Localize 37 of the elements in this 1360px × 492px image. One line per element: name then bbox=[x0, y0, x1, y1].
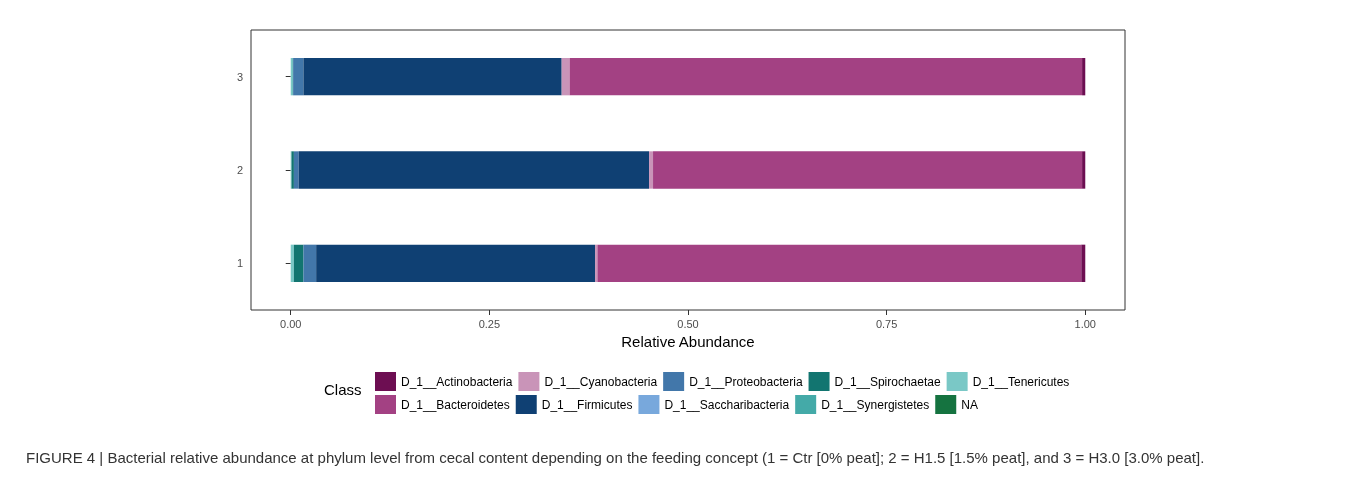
bar bbox=[293, 58, 304, 96]
bar bbox=[597, 244, 1082, 282]
bar bbox=[569, 58, 1083, 96]
bar bbox=[1082, 58, 1086, 96]
bar bbox=[1082, 151, 1086, 189]
legend-label: D_1__Spirochaetae bbox=[834, 374, 941, 389]
x-tick-label: 0.50 bbox=[677, 317, 699, 330]
legend-label: D_1__Firmicutes bbox=[541, 397, 633, 412]
x-axis-title: Relative Abundance bbox=[621, 333, 755, 350]
y-tick-label: 1 bbox=[236, 257, 243, 270]
bar bbox=[653, 151, 1083, 189]
legend-label: D_1__Saccharibacteria bbox=[664, 397, 790, 412]
bar bbox=[298, 151, 650, 189]
legend-label: NA bbox=[961, 397, 978, 412]
x-tick-label: 0.75 bbox=[875, 317, 898, 330]
bar bbox=[649, 151, 654, 189]
bar bbox=[303, 244, 317, 282]
bar bbox=[293, 244, 304, 282]
bar bbox=[290, 244, 294, 282]
legend-label: D_1__Proteobacteria bbox=[689, 374, 803, 389]
legend-label: D_1__Bacteroidetes bbox=[401, 397, 510, 412]
x-tick-label: 1.00 bbox=[1074, 317, 1096, 330]
legend-label: D_1__Cyanobacteria bbox=[544, 374, 658, 389]
bar bbox=[293, 151, 299, 189]
bar bbox=[316, 244, 596, 282]
y-tick-label: 3 bbox=[236, 70, 243, 83]
bar bbox=[303, 58, 562, 96]
bar bbox=[561, 58, 570, 96]
x-tick-label: 0.00 bbox=[280, 317, 302, 330]
legend-title: Class bbox=[324, 381, 362, 398]
legend-label: D_1__Tenericutes bbox=[972, 374, 1070, 389]
bar bbox=[1081, 244, 1086, 282]
legend-label: D_1__Actinobacteria bbox=[401, 374, 513, 389]
y-tick-label: 2 bbox=[236, 164, 243, 176]
legend-label: D_1__Synergistetes bbox=[821, 397, 930, 412]
caption: FIGURE 4 | Bacterial relative abundance at phylum level from cecal content depending on the feeding concept (1 = Ctr [0% peat]; 2 = H1.5 [1.5% peat], and 3 = H3.0 [3.0% peat]. bbox=[26, 448, 1205, 466]
x-tick-label: 0.25 bbox=[478, 317, 501, 330]
